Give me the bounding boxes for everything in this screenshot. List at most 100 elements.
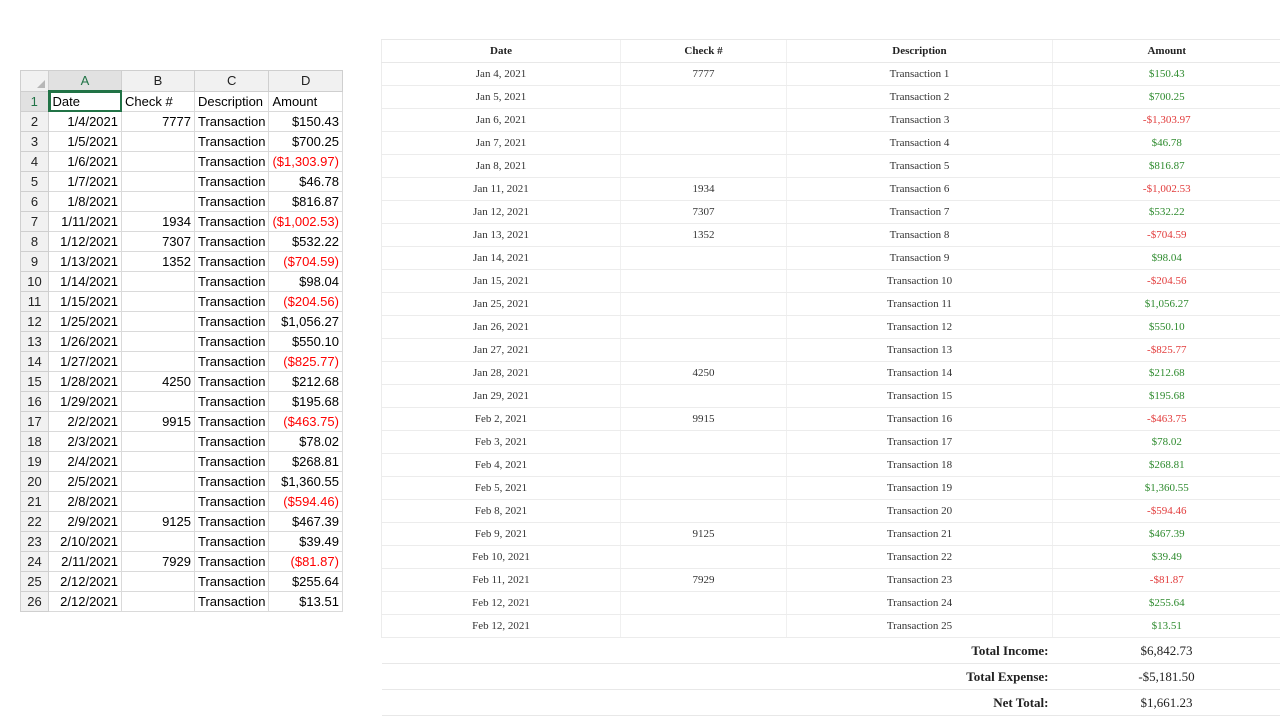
date-cell[interactable]: 2/3/2021 [48, 431, 122, 452]
date-cell[interactable]: 1/13/2021 [48, 251, 122, 272]
check-number-cell[interactable] [121, 191, 195, 212]
row-header[interactable]: 16 [20, 391, 49, 412]
check-number-cell[interactable] [121, 151, 195, 172]
row-header[interactable]: 18 [20, 431, 49, 452]
description-cell[interactable]: Transaction [193, 451, 270, 472]
check-number-cell[interactable]: 1352 [121, 251, 195, 272]
row-header[interactable]: 15 [20, 371, 49, 392]
row-header[interactable]: 9 [20, 251, 49, 272]
date-cell[interactable]: 1/11/2021 [48, 211, 122, 232]
check-number-cell[interactable] [121, 471, 195, 492]
check-number-cell[interactable]: 7929 [121, 551, 195, 572]
check-number-cell[interactable] [121, 331, 195, 352]
description-cell[interactable]: Transaction [193, 291, 270, 312]
amount-cell[interactable]: $467.39 [268, 511, 343, 532]
amount-cell[interactable]: $532.22 [268, 231, 343, 252]
column-header-a[interactable]: A [48, 70, 122, 92]
check-number-cell[interactable] [121, 311, 195, 332]
description-cell[interactable]: Transaction [193, 531, 270, 552]
description-cell[interactable]: Transaction [193, 111, 270, 132]
description-cell[interactable]: Transaction [193, 331, 270, 352]
cell-d1-amount-header[interactable]: Amount [268, 90, 343, 112]
row-header[interactable]: 12 [20, 311, 49, 332]
check-number-cell[interactable]: 9915 [121, 411, 195, 432]
description-cell[interactable]: Transaction [193, 311, 270, 332]
date-cell[interactable]: 2/2/2021 [48, 411, 122, 432]
check-number-cell[interactable] [121, 391, 195, 412]
row-header[interactable]: 4 [20, 151, 49, 172]
check-number-cell[interactable] [121, 531, 195, 552]
date-cell[interactable]: 1/29/2021 [48, 391, 122, 412]
row-header[interactable]: 22 [20, 511, 49, 532]
date-cell[interactable]: 1/26/2021 [48, 331, 122, 352]
column-header-c[interactable]: C [193, 70, 270, 92]
description-cell[interactable]: Transaction [193, 271, 270, 292]
description-cell[interactable]: Transaction [193, 191, 270, 212]
check-number-cell[interactable] [121, 591, 195, 612]
check-number-cell[interactable]: 7307 [121, 231, 195, 252]
date-cell[interactable]: 2/5/2021 [48, 471, 122, 492]
row-header[interactable]: 10 [20, 271, 49, 292]
row-header[interactable]: 24 [20, 551, 49, 572]
description-cell[interactable]: Transaction [193, 511, 270, 532]
cell-b1-check-header[interactable]: Check # [121, 90, 195, 112]
date-cell[interactable]: 1/8/2021 [48, 191, 122, 212]
date-cell[interactable]: 1/5/2021 [48, 131, 122, 152]
row-header[interactable]: 2 [20, 111, 49, 132]
row-header[interactable]: 3 [20, 131, 49, 152]
description-cell[interactable]: Transaction [193, 251, 270, 272]
check-number-cell[interactable] [121, 131, 195, 152]
row-header[interactable]: 11 [20, 291, 49, 312]
cell-c1-description-header[interactable]: Description [193, 90, 270, 112]
amount-cell[interactable]: ($204.56) [268, 291, 343, 312]
check-number-cell[interactable] [121, 431, 195, 452]
date-cell[interactable]: 2/8/2021 [48, 491, 122, 512]
row-header[interactable]: 14 [20, 351, 49, 372]
amount-cell[interactable]: ($594.46) [268, 491, 343, 512]
spreadsheet-grid[interactable]: A B C D 1 Date Check # Description Amoun… [20, 70, 343, 612]
row-header[interactable]: 20 [20, 471, 49, 492]
description-cell[interactable]: Transaction [193, 571, 270, 592]
amount-cell[interactable]: $195.68 [268, 391, 343, 412]
amount-cell[interactable]: $46.78 [268, 171, 343, 192]
description-cell[interactable]: Transaction [193, 491, 270, 512]
amount-cell[interactable]: $1,360.55 [268, 471, 343, 492]
date-cell[interactable]: 2/10/2021 [48, 531, 122, 552]
description-cell[interactable]: Transaction [193, 371, 270, 392]
check-number-cell[interactable] [121, 171, 195, 192]
amount-cell[interactable]: $212.68 [268, 371, 343, 392]
date-cell[interactable]: 1/27/2021 [48, 351, 122, 372]
row-header[interactable]: 21 [20, 491, 49, 512]
check-number-cell[interactable] [121, 291, 195, 312]
row-header[interactable]: 8 [20, 231, 49, 252]
amount-cell[interactable]: ($825.77) [268, 351, 343, 372]
row-header[interactable]: 26 [20, 591, 49, 612]
amount-cell[interactable]: ($81.87) [268, 551, 343, 572]
description-cell[interactable]: Transaction [193, 171, 270, 192]
row-header[interactable]: 5 [20, 171, 49, 192]
check-number-cell[interactable] [121, 491, 195, 512]
description-cell[interactable]: Transaction [193, 211, 270, 232]
row-header[interactable]: 19 [20, 451, 49, 472]
description-cell[interactable]: Transaction [193, 151, 270, 172]
amount-cell[interactable]: $550.10 [268, 331, 343, 352]
date-cell[interactable]: 2/12/2021 [48, 571, 122, 592]
row-header[interactable]: 6 [20, 191, 49, 212]
cell-a1-date-header[interactable]: Date [48, 90, 122, 112]
date-cell[interactable]: 1/14/2021 [48, 271, 122, 292]
description-cell[interactable]: Transaction [193, 351, 270, 372]
check-number-cell[interactable] [121, 351, 195, 372]
amount-cell[interactable]: ($704.59) [268, 251, 343, 272]
amount-cell[interactable]: $39.49 [268, 531, 343, 552]
amount-cell[interactable]: $98.04 [268, 271, 343, 292]
amount-cell[interactable]: ($463.75) [268, 411, 343, 432]
row-header[interactable]: 1 [20, 90, 50, 112]
check-number-cell[interactable]: 9125 [121, 511, 195, 532]
select-all-corner[interactable] [20, 70, 49, 92]
date-cell[interactable]: 2/4/2021 [48, 451, 122, 472]
check-number-cell[interactable] [121, 271, 195, 292]
amount-cell[interactable]: $1,056.27 [268, 311, 343, 332]
row-header[interactable]: 13 [20, 331, 49, 352]
date-cell[interactable]: 2/9/2021 [48, 511, 122, 532]
description-cell[interactable]: Transaction [193, 411, 270, 432]
